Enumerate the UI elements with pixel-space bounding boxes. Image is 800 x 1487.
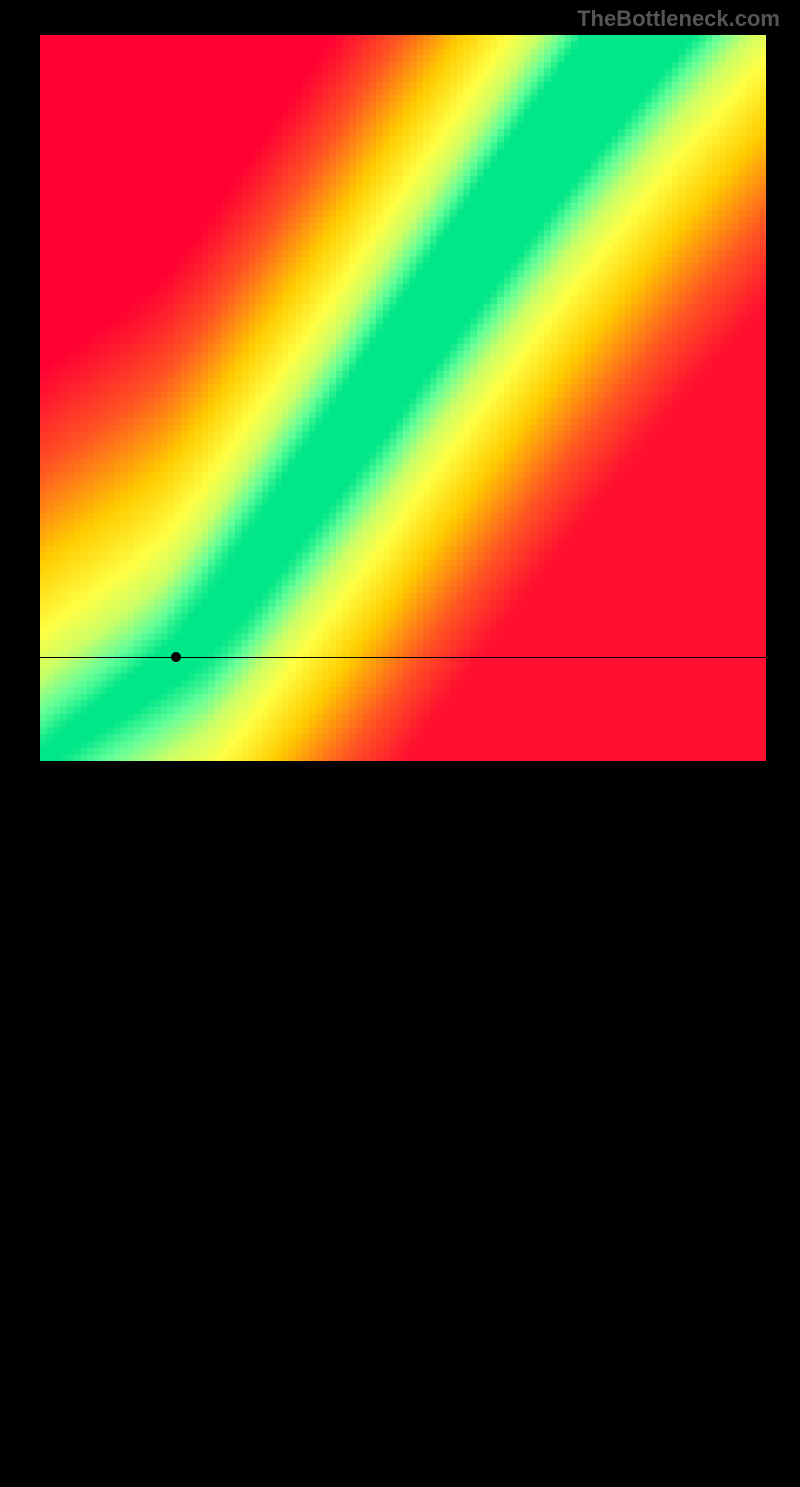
heatmap-canvas: [40, 35, 766, 761]
heatmap-plot: [40, 35, 766, 761]
watermark-text: TheBottleneck.com: [577, 6, 780, 32]
crosshair-vertical: [176, 761, 177, 1487]
crosshair-marker: [171, 652, 181, 662]
crosshair-horizontal: [40, 657, 766, 658]
